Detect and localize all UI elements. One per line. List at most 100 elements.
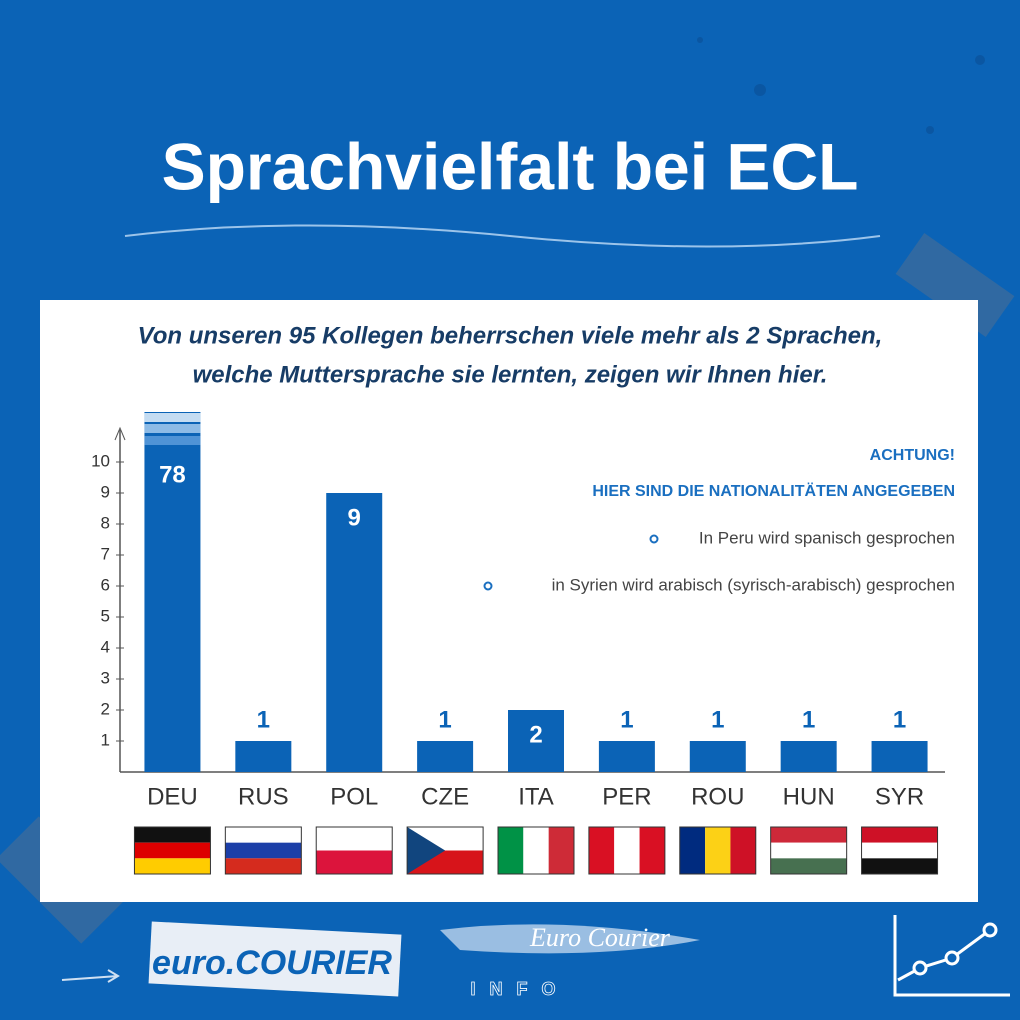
flag-stripe — [316, 850, 393, 874]
flag-stripe — [730, 827, 756, 874]
logo: euro.COURIER — [152, 944, 392, 982]
flag — [406, 826, 484, 875]
value-label: 9 — [348, 504, 361, 531]
y-tick-label: 6 — [101, 575, 110, 594]
x-tick-label: ITA — [518, 783, 554, 810]
bullet — [649, 534, 659, 544]
value-label: 1 — [257, 706, 270, 733]
info-label: INFO — [471, 979, 570, 999]
flag-stripe — [705, 827, 731, 874]
bullet — [483, 581, 493, 591]
y-tick-label: 9 — [101, 482, 110, 501]
y-tick-label: 4 — [101, 637, 110, 656]
value-label: 2 — [529, 721, 542, 748]
annotation: in Syrien wird arabisch (syrisch-arabisc… — [552, 575, 955, 594]
value-label: 78 — [159, 461, 186, 488]
flag-stripe — [770, 827, 847, 843]
flag-stripe — [861, 827, 938, 843]
flag-stripe — [523, 827, 549, 874]
annotation: ACHTUNG! — [870, 447, 955, 464]
flag-stripe — [679, 827, 706, 874]
x-tick-label: CZE — [421, 783, 469, 810]
value-label: 1 — [620, 706, 633, 733]
flag-border — [861, 826, 939, 875]
axis-break — [144, 436, 201, 445]
bar — [780, 741, 837, 772]
axis-break — [144, 413, 201, 422]
x-tick-label: PER — [602, 783, 651, 810]
flag-stripe — [316, 827, 393, 851]
flag-stripe — [639, 827, 665, 874]
flag-border — [406, 826, 484, 875]
flag — [679, 826, 757, 875]
flag-stripe — [861, 842, 938, 859]
flag-border — [679, 826, 757, 875]
bar — [689, 741, 746, 772]
y-tick-label: 1 — [101, 730, 110, 749]
flag-stripe — [225, 858, 302, 874]
x-tick-label: SYR — [875, 783, 924, 810]
flag — [588, 826, 666, 875]
flag-stripe — [498, 827, 524, 874]
value-label: 1 — [711, 706, 724, 733]
flag-stripe — [134, 858, 211, 874]
x-tick-label: POL — [330, 783, 378, 810]
axis-arrow — [114, 426, 126, 441]
flag — [133, 826, 211, 875]
bar — [598, 741, 655, 772]
y-tick-label: 2 — [101, 699, 110, 718]
chart-subtitle: welche Muttersprache sie lernten, zeigen… — [193, 361, 828, 388]
flag-stripe — [225, 842, 302, 859]
flag — [770, 826, 848, 875]
annotation: In Peru wird spanisch gesprochen — [699, 528, 955, 547]
flag-stripe — [770, 842, 847, 859]
bar — [235, 741, 292, 772]
flag-stripe — [225, 827, 302, 843]
bar — [417, 741, 474, 772]
value-label: 1 — [893, 706, 906, 733]
flag-stripe — [588, 827, 615, 874]
flag-stripe — [548, 827, 574, 874]
flag-stripe — [770, 858, 847, 874]
flag-border — [133, 826, 211, 875]
flag — [861, 826, 939, 875]
y-tick-label: 5 — [101, 606, 110, 625]
x-tick-label: HUN — [783, 783, 835, 810]
flag-border — [588, 826, 666, 875]
flag — [224, 826, 302, 875]
page-title: Sprachvielfalt bei ECL — [162, 129, 859, 203]
bar — [144, 412, 201, 772]
y-tick-label: 10 — [91, 451, 110, 470]
bar — [871, 741, 928, 772]
script-logo: Euro Courier — [529, 923, 671, 952]
value-label: 1 — [438, 706, 451, 733]
bar — [508, 710, 564, 772]
title-ornament — [124, 224, 881, 248]
x-tick-label: ROU — [691, 783, 744, 810]
flag — [315, 826, 393, 875]
flag — [497, 826, 575, 875]
y-tick-label: 8 — [101, 513, 110, 532]
flag-border — [315, 826, 393, 875]
chart-subtitle: Von unseren 95 Kollegen beherrschen viel… — [138, 322, 883, 349]
axis-break — [144, 424, 201, 433]
flag-border — [224, 826, 302, 875]
y-tick-label: 7 — [101, 544, 110, 563]
x-tick-label: DEU — [147, 783, 198, 810]
flag-border — [497, 826, 575, 875]
flag-triangle — [407, 827, 446, 874]
flag-stripe — [134, 827, 211, 843]
x-tick-label: RUS — [238, 783, 289, 810]
flag-border — [770, 826, 848, 875]
annotation: HIER SIND DIE NATIONALITÄTEN ANGEGEBEN — [592, 482, 955, 500]
plot-area — [144, 412, 928, 772]
value-label: 1 — [802, 706, 815, 733]
bar — [326, 493, 383, 772]
flag-stripe — [134, 842, 211, 859]
footer: euro.COURIER Euro Courier INFO — [61, 915, 1010, 999]
y-tick-label: 3 — [101, 668, 110, 687]
flag-stripe — [861, 858, 938, 874]
flag-stripe — [614, 827, 640, 874]
